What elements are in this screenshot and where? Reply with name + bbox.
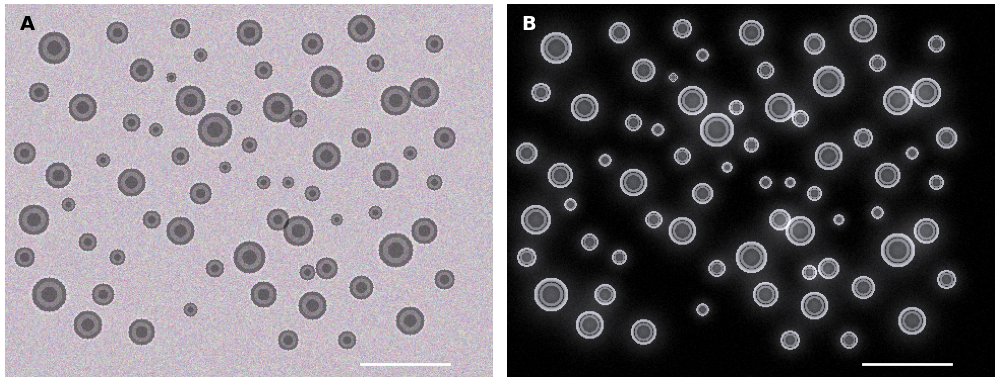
Text: A: A bbox=[20, 15, 35, 34]
Text: B: B bbox=[522, 15, 536, 34]
